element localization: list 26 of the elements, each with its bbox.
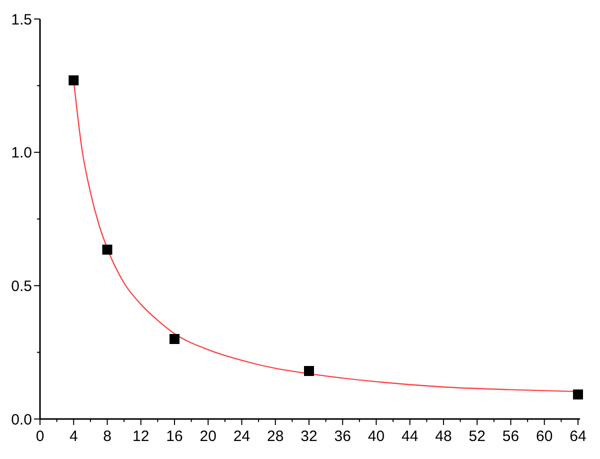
point xyxy=(68,75,79,86)
x-tick-label: 28 xyxy=(267,428,284,445)
x-tick-label: 8 xyxy=(103,428,112,445)
x-tick-label: 20 xyxy=(200,428,216,445)
y-tick-label: 0.5 xyxy=(11,278,32,295)
x-tick-label: 32 xyxy=(300,428,318,445)
x-tick-label: 64 xyxy=(570,428,586,445)
point xyxy=(304,366,314,376)
y-tick-label: 0.0 xyxy=(11,411,32,428)
x-tick-label: 40 xyxy=(368,428,385,445)
point xyxy=(102,244,112,255)
x-tick-label: 24 xyxy=(233,428,250,445)
x-tick-label: 56 xyxy=(502,428,520,445)
point xyxy=(170,334,180,344)
x-tick-label: 16 xyxy=(166,428,183,445)
x-tick-label: 44 xyxy=(402,428,418,445)
x-tick-label: 52 xyxy=(468,428,486,445)
x-tick-label: 60 xyxy=(536,428,553,445)
x-tick-label: 48 xyxy=(435,428,452,445)
x-tick-label: 12 xyxy=(132,428,150,445)
x-tick-label: 4 xyxy=(69,428,78,445)
x-tick-label: 36 xyxy=(334,428,351,445)
x-tick-label: 0 xyxy=(36,428,44,445)
y-tick-label: 1.5 xyxy=(11,11,32,28)
point xyxy=(573,389,583,400)
y-tick-label: 1.0 xyxy=(11,144,32,162)
